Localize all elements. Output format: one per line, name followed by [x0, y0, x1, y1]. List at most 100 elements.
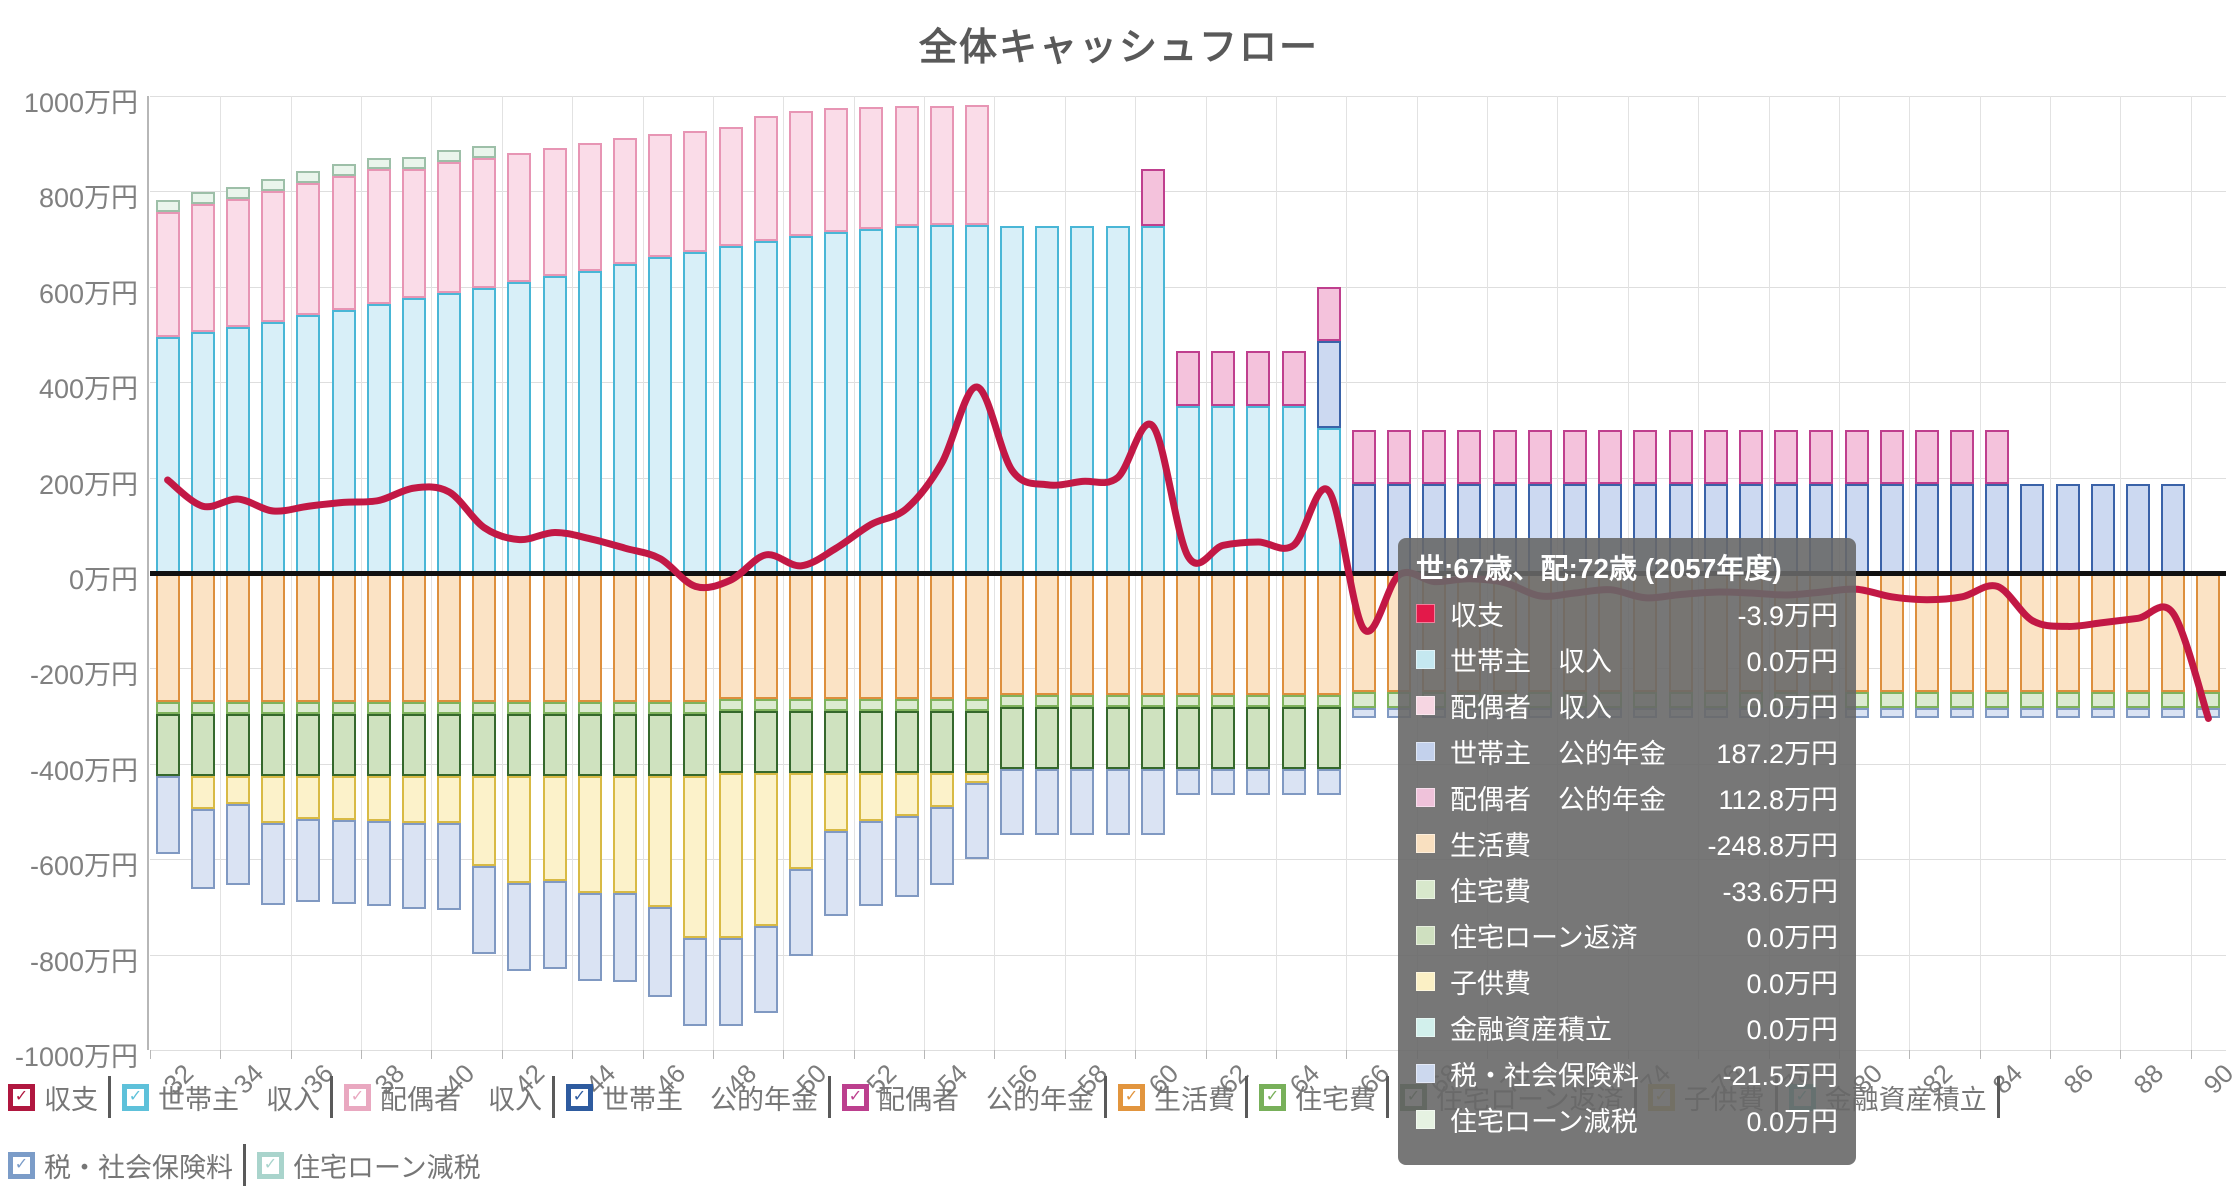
bar-segment-tax_social-65[interactable]: [1316, 768, 1341, 795]
bar-segment-spouse_pension-68[interactable]: [1422, 429, 1447, 484]
bar-segment-kodomohi-50[interactable]: [788, 773, 813, 869]
bar-segment-seikatsuhi-66[interactable]: [1351, 573, 1376, 692]
legend-item-0-3[interactable]: ✓ 世帯主 公的年金: [566, 1078, 828, 1117]
bar-segment-seikatsuhi-49[interactable]: [753, 573, 778, 700]
bar-segment-loan_repayment-48[interactable]: [718, 711, 743, 774]
bar-segment-loan_tax_credit-41[interactable]: [472, 146, 497, 158]
bar-segment-householder_income-57[interactable]: [1035, 225, 1060, 573]
bar-segment-seikatsuhi-39[interactable]: [401, 573, 426, 702]
legend-item-1-0[interactable]: ✓ 税・社会保険料: [8, 1146, 243, 1185]
bar-segment-householder_pension-89[interactable]: [2161, 483, 2186, 573]
bar-segment-loan_repayment-53[interactable]: [894, 711, 919, 774]
bar-segment-spouse_income-38[interactable]: [366, 169, 391, 305]
bar-segment-loan_tax_credit-38[interactable]: [366, 157, 391, 170]
bar-segment-tax_social-47[interactable]: [683, 937, 708, 1027]
bar-segment-loan_repayment-49[interactable]: [753, 711, 778, 774]
bar-segment-spouse_income-53[interactable]: [894, 105, 919, 226]
bar-segment-householder_income-38[interactable]: [366, 304, 391, 573]
bar-segment-loan_repayment-35[interactable]: [261, 713, 286, 776]
bar-segment-jutakuhi-90[interactable]: [2196, 691, 2221, 708]
bar-segment-jutakuhi-60[interactable]: [1140, 694, 1165, 707]
bar-segment-tax_social-41[interactable]: [472, 866, 497, 954]
bar-segment-kodomohi-38[interactable]: [366, 775, 391, 822]
bar-segment-seikatsuhi-52[interactable]: [859, 573, 884, 700]
bar-segment-loan_repayment-63[interactable]: [1246, 706, 1271, 769]
bar-segment-loan_repayment-59[interactable]: [1105, 706, 1130, 769]
bar-segment-loan_repayment-61[interactable]: [1176, 706, 1200, 769]
bar-segment-tax_social-32[interactable]: [155, 775, 180, 855]
bar-segment-jutakuhi-66[interactable]: [1351, 691, 1376, 708]
bar-segment-householder_income-51[interactable]: [824, 232, 849, 573]
bar-segment-tax_social-88[interactable]: [2126, 707, 2151, 718]
bar-segment-kodomohi-36[interactable]: [296, 775, 321, 819]
bar-segment-householder_income-35[interactable]: [261, 321, 286, 573]
bar-segment-jutakuhi-55[interactable]: [964, 699, 989, 712]
bar-segment-seikatsuhi-87[interactable]: [2090, 573, 2115, 692]
bar-segment-spouse_income-55[interactable]: [964, 104, 989, 225]
bar-segment-spouse_income-42[interactable]: [507, 152, 532, 283]
bar-segment-kodomohi-49[interactable]: [753, 773, 778, 926]
bar-segment-loan_repayment-39[interactable]: [401, 713, 426, 776]
bar-segment-spouse_income-39[interactable]: [401, 168, 426, 299]
bar-segment-loan_repayment-46[interactable]: [648, 713, 673, 776]
bar-segment-jutakuhi-54[interactable]: [929, 699, 954, 712]
bar-segment-spouse_pension-62[interactable]: [1211, 351, 1236, 407]
bar-segment-spouse_pension-83[interactable]: [1950, 429, 1975, 484]
legend-checkbox[interactable]: ✓: [842, 1083, 869, 1111]
bar-segment-jutakuhi-32[interactable]: [155, 701, 180, 714]
bar-segment-kodomohi-35[interactable]: [261, 775, 286, 824]
bar-segment-tax_social-63[interactable]: [1246, 768, 1271, 795]
bar-segment-kodomohi-44[interactable]: [577, 775, 602, 893]
bar-segment-seikatsuhi-42[interactable]: [507, 573, 532, 702]
bar-segment-spouse_pension-63[interactable]: [1246, 351, 1271, 407]
bar-segment-householder_income-65[interactable]: [1316, 427, 1341, 573]
bar-segment-jutakuhi-85[interactable]: [2020, 691, 2045, 708]
bar-segment-jutakuhi-42[interactable]: [507, 701, 532, 714]
bar-segment-seikatsuhi-55[interactable]: [964, 573, 989, 700]
bar-segment-seikatsuhi-83[interactable]: [1950, 573, 1975, 692]
bar-segment-spouse_income-52[interactable]: [859, 106, 884, 229]
bar-segment-spouse_income-50[interactable]: [788, 111, 813, 237]
bar-segment-loan_repayment-38[interactable]: [366, 713, 391, 776]
bar-segment-householder_income-52[interactable]: [859, 228, 884, 573]
bar-segment-seikatsuhi-51[interactable]: [824, 573, 849, 700]
bar-segment-householder_income-33[interactable]: [190, 332, 215, 573]
bar-segment-householder_income-53[interactable]: [894, 225, 919, 573]
legend-item-0-1[interactable]: ✓ 世帯主 収入: [122, 1078, 330, 1117]
bar-segment-jutakuhi-50[interactable]: [788, 699, 813, 712]
bar-segment-tax_social-90[interactable]: [2196, 707, 2221, 718]
bar-segment-householder_income-60[interactable]: [1140, 225, 1165, 573]
bar-segment-kodomohi-37[interactable]: [331, 775, 356, 821]
bar-segment-householder_pension-81[interactable]: [1879, 483, 1904, 573]
bar-segment-loan_repayment-42[interactable]: [507, 713, 532, 776]
bar-segment-loan_tax_credit-32[interactable]: [155, 199, 180, 212]
bar-segment-spouse_pension-80[interactable]: [1844, 429, 1869, 484]
bar-segment-loan_repayment-41[interactable]: [472, 713, 497, 776]
bar-segment-tax_social-39[interactable]: [401, 823, 426, 910]
bar-segment-householder_income-37[interactable]: [331, 309, 356, 573]
bar-segment-seikatsuhi-33[interactable]: [190, 573, 215, 702]
bar-segment-householder_income-48[interactable]: [718, 245, 743, 573]
bar-segment-householder_pension-82[interactable]: [1914, 483, 1939, 573]
bar-segment-spouse_income-34[interactable]: [225, 198, 250, 328]
bar-segment-householder_income-44[interactable]: [577, 270, 602, 573]
bar-segment-spouse_pension-69[interactable]: [1457, 429, 1482, 484]
bar-segment-jutakuhi-33[interactable]: [190, 701, 215, 714]
bar-segment-loan_tax_credit-34[interactable]: [225, 186, 250, 199]
bar-segment-householder_income-39[interactable]: [401, 298, 426, 573]
bar-segment-householder_income-55[interactable]: [964, 224, 989, 573]
bar-segment-kodomohi-34[interactable]: [225, 775, 250, 805]
bar-segment-kodomohi-45[interactable]: [613, 775, 638, 893]
bar-segment-loan_repayment-51[interactable]: [824, 711, 849, 774]
legend-checkbox[interactable]: ✓: [8, 1083, 35, 1111]
bar-segment-tax_social-44[interactable]: [577, 892, 602, 982]
bar-segment-loan_repayment-58[interactable]: [1070, 706, 1095, 769]
bar-segment-kodomohi-54[interactable]: [929, 773, 954, 807]
bar-segment-tax_social-60[interactable]: [1140, 768, 1165, 836]
bar-segment-seikatsuhi-36[interactable]: [296, 573, 321, 702]
bar-segment-seikatsuhi-57[interactable]: [1035, 573, 1060, 695]
bar-segment-spouse_pension-67[interactable]: [1387, 429, 1412, 484]
bar-segment-jutakuhi-84[interactable]: [1985, 691, 2010, 708]
bar-segment-spouse_pension-66[interactable]: [1351, 429, 1376, 484]
bar-segment-spouse_income-54[interactable]: [929, 105, 954, 225]
